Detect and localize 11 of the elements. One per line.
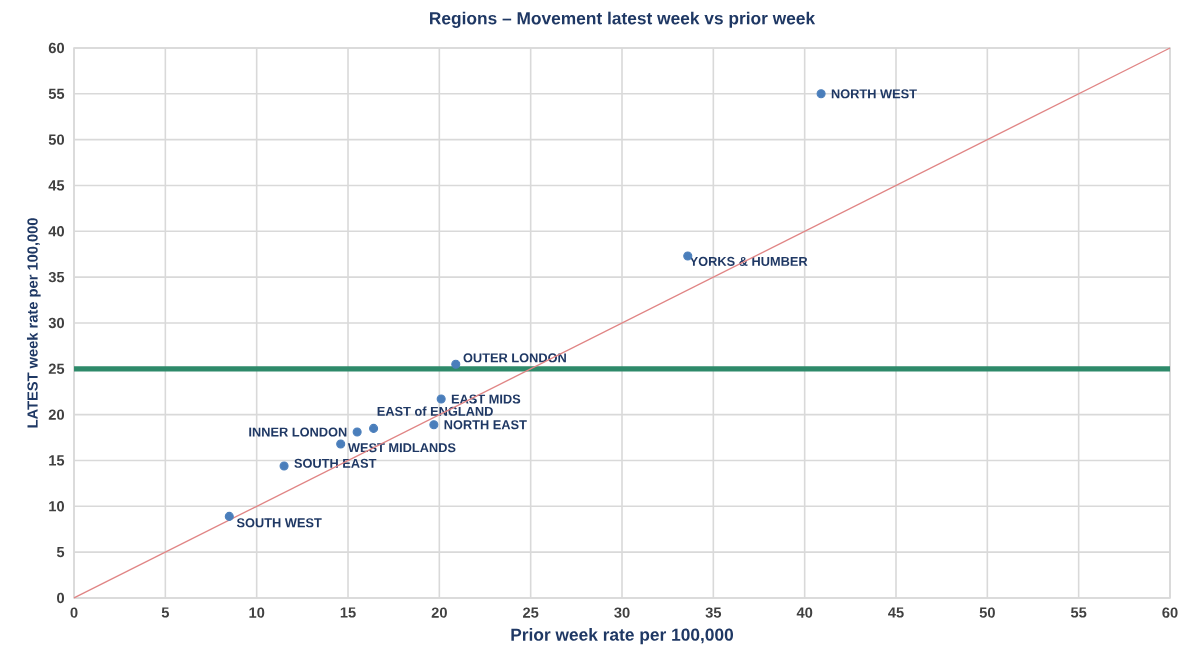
- point: [336, 439, 346, 449]
- x-axis-title: Prior week rate per 100,000: [511, 628, 734, 645]
- point: [816, 89, 826, 99]
- point: [429, 420, 439, 430]
- chart-title: Regions – Movement latest week vs prior week: [430, 11, 816, 28]
- point: [352, 427, 362, 437]
- point: [451, 359, 461, 369]
- point: [436, 394, 446, 404]
- point: [369, 423, 379, 433]
- point: [224, 511, 234, 521]
- point: [279, 461, 289, 471]
